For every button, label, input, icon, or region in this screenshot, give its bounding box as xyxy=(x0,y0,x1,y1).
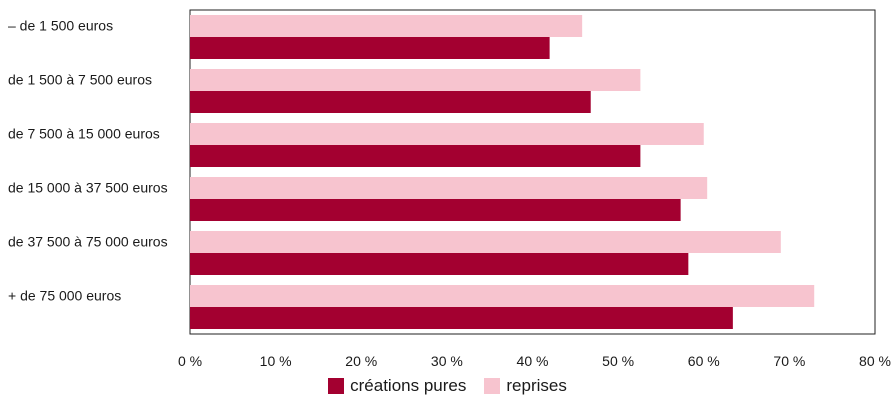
bar-reprises-2 xyxy=(190,123,704,145)
category-label-5: + de 75 000 euros xyxy=(8,287,121,303)
category-label-0: – de 1 500 euros xyxy=(8,17,113,33)
bar-creations-5 xyxy=(190,307,733,329)
x-tick-label-8: 80 % xyxy=(859,353,891,369)
x-tick-label-2: 20 % xyxy=(345,353,377,369)
bar-creations-1 xyxy=(190,91,591,113)
x-tick-label-5: 50 % xyxy=(602,353,634,369)
bar-reprises-0 xyxy=(190,15,583,37)
legend-swatch-creations xyxy=(328,378,345,394)
x-tick-label-0: 0 % xyxy=(178,353,202,369)
bar-reprises-5 xyxy=(190,285,815,307)
bar-reprises-3 xyxy=(190,177,708,199)
category-label-2: de 7 500 à 15 000 euros xyxy=(8,125,160,141)
x-tick-label-1: 10 % xyxy=(260,353,292,369)
category-label-1: de 1 500 à 7 500 euros xyxy=(8,71,152,87)
legend-swatch-reprises xyxy=(484,378,501,394)
legend-label-reprises: reprises xyxy=(506,376,567,395)
legend-item-creations: créations pures xyxy=(328,376,466,396)
plot-frame xyxy=(189,9,876,335)
bar-creations-4 xyxy=(190,253,689,275)
bar-reprises-4 xyxy=(190,231,781,253)
bar-creations-0 xyxy=(190,37,550,59)
legend: créations pures reprises xyxy=(0,374,895,398)
x-tick-label-4: 40 % xyxy=(517,353,549,369)
x-tick-label-3: 30 % xyxy=(431,353,463,369)
bar-creations-3 xyxy=(190,199,681,221)
x-tick-label-6: 60 % xyxy=(688,353,720,369)
legend-item-reprises: reprises xyxy=(484,376,567,396)
legend-label-creations: créations pures xyxy=(350,376,467,395)
x-tick-label-7: 70 % xyxy=(773,353,805,369)
bar-reprises-1 xyxy=(190,69,641,91)
category-label-3: de 15 000 à 37 500 euros xyxy=(8,179,168,195)
category-label-4: de 37 500 à 75 000 euros xyxy=(8,233,168,249)
bar-creations-2 xyxy=(190,145,641,167)
